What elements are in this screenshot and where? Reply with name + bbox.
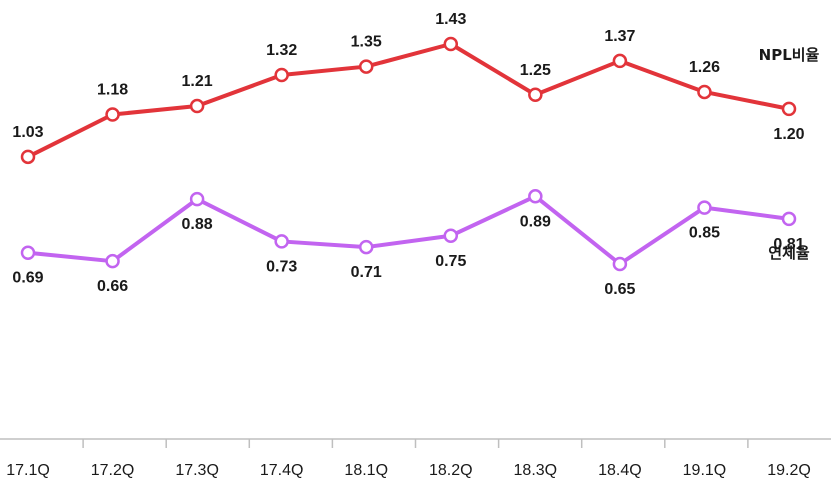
data-label-npl: 1.20 bbox=[773, 126, 804, 143]
data-label-overdue: 0.85 bbox=[689, 225, 720, 242]
x-tick-label: 19.2Q bbox=[767, 462, 811, 479]
data-label-overdue: 0.65 bbox=[604, 281, 635, 298]
data-label-npl: 1.26 bbox=[689, 59, 720, 76]
x-tick-label: 17.1Q bbox=[6, 462, 50, 479]
data-point-npl bbox=[189, 98, 205, 114]
series-layer bbox=[20, 36, 797, 272]
data-point-npl bbox=[781, 101, 797, 117]
data-label-npl: 1.35 bbox=[351, 34, 382, 51]
data-point-npl bbox=[358, 59, 374, 74]
data-point-npl bbox=[274, 67, 289, 83]
data-label-overdue: 0.89 bbox=[520, 213, 551, 230]
data-label-overdue: 0.69 bbox=[12, 270, 43, 287]
series-label-npl: NPL비율 bbox=[759, 46, 820, 64]
data-point-npl bbox=[612, 53, 628, 69]
data-label-overdue: 0.73 bbox=[266, 258, 297, 275]
data-point-overdue bbox=[697, 200, 712, 215]
data-label-overdue: 0.75 bbox=[435, 253, 466, 270]
data-point-npl bbox=[20, 149, 36, 165]
data-point-npl bbox=[443, 36, 459, 52]
x-tick-label: 17.3Q bbox=[175, 462, 219, 479]
data-label-npl: 1.03 bbox=[12, 124, 43, 141]
data-point-overdue bbox=[274, 234, 289, 249]
data-point-overdue bbox=[105, 253, 120, 269]
x-tick-label: 17.4Q bbox=[260, 462, 304, 479]
series-label-overdue: 연체율 bbox=[768, 244, 810, 262]
x-axis-ticks: 17.1Q 17.2Q 17.3Q 17.4Q 18.1Q 18.2Q 18.3Q 18.4Q… bbox=[6, 439, 811, 479]
data-point-npl bbox=[528, 87, 543, 103]
data-point-npl bbox=[105, 107, 120, 122]
x-tick-label: 18.4Q bbox=[598, 462, 642, 479]
data-point-overdue bbox=[189, 191, 205, 207]
x-tick-label: 19.1Q bbox=[683, 462, 727, 479]
data-point-overdue bbox=[528, 189, 543, 204]
x-tick-label: 18.2Q bbox=[429, 462, 473, 479]
data-point-overdue bbox=[443, 228, 459, 244]
series-line-overdue bbox=[27, 194, 790, 266]
x-tick-label: 17.2Q bbox=[91, 462, 135, 479]
data-label-overdue: 0.66 bbox=[97, 278, 128, 295]
data-label-npl: 1.25 bbox=[520, 62, 551, 79]
data-label-overdue: 0.88 bbox=[182, 216, 213, 233]
data-label-npl: 1.37 bbox=[604, 28, 635, 45]
x-tick-label: 18.3Q bbox=[514, 462, 558, 479]
data-point-overdue bbox=[20, 245, 36, 260]
data-label-npl: 1.43 bbox=[435, 11, 466, 28]
data-labels: 1.03 1.18 1.21 1.32 1.35 1.43 1.25 1.37 1.26 1.20… bbox=[12, 11, 804, 298]
data-point-overdue bbox=[358, 239, 374, 255]
data-label-overdue: 0.71 bbox=[351, 264, 382, 281]
data-label-npl: 1.18 bbox=[97, 82, 128, 99]
data-label-npl: 1.21 bbox=[182, 73, 213, 90]
data-label-npl: 1.32 bbox=[266, 42, 297, 59]
data-point-overdue bbox=[612, 256, 628, 272]
x-tick-label: 18.1Q bbox=[344, 462, 388, 479]
data-point-overdue bbox=[781, 211, 797, 227]
data-point-npl bbox=[697, 84, 712, 100]
series-line-npl bbox=[27, 42, 790, 159]
data-label-overdue: 0.81 bbox=[773, 236, 804, 253]
